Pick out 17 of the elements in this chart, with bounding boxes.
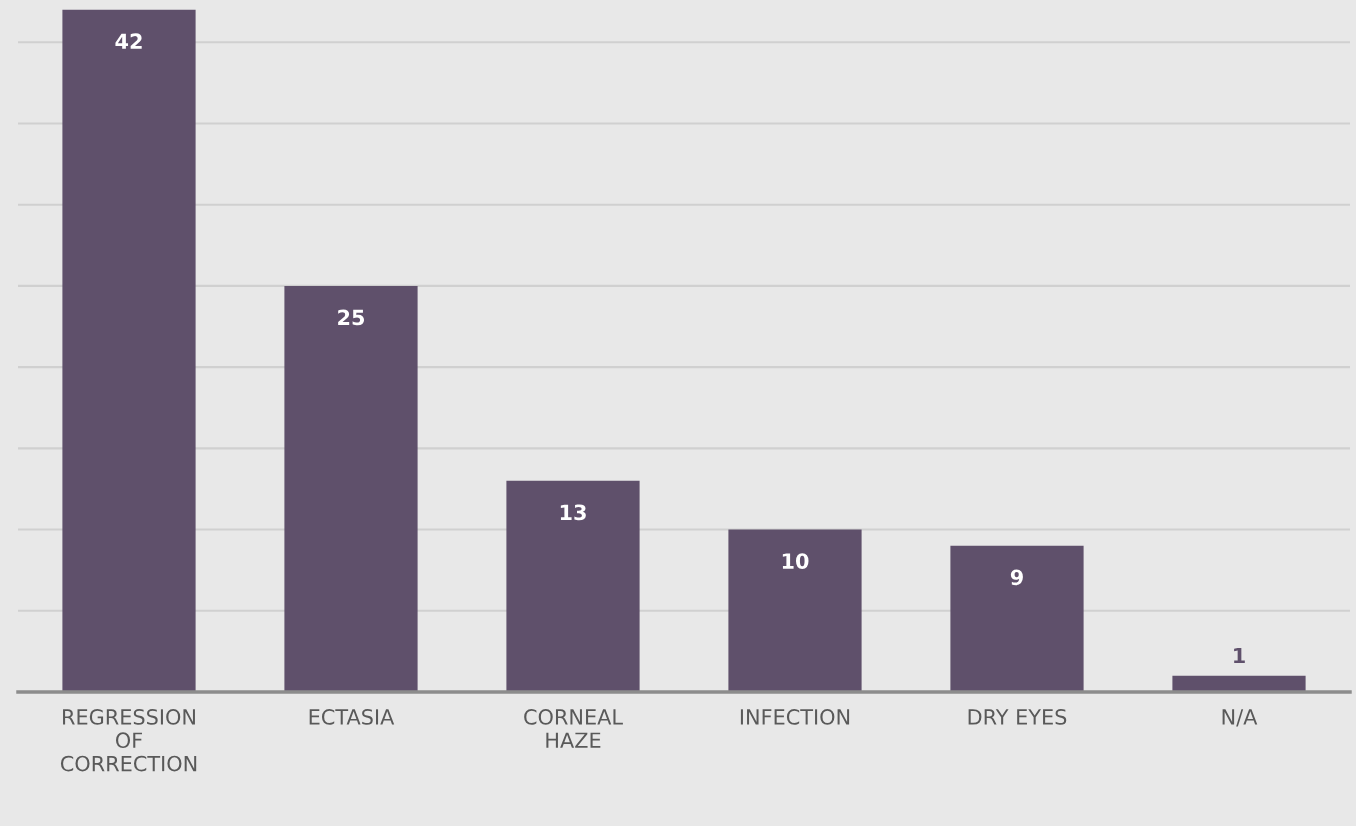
bar: [728, 529, 862, 692]
data-label: 13: [560, 504, 586, 521]
x-tick-label: INFECTION: [740, 709, 850, 725]
bar: [62, 9, 196, 692]
data-label: 9: [1010, 569, 1023, 586]
bar: [506, 480, 640, 692]
data-label: 25: [338, 309, 365, 326]
bar: [284, 285, 418, 692]
data-label: 42: [115, 33, 142, 49]
data-label: 10: [782, 553, 809, 569]
data-label: 1: [1234, 647, 1245, 664]
x-tick-label: REGRESSION OF CORRECTION: [60, 709, 197, 772]
x-tick-label: ECTASIA: [309, 709, 395, 725]
x-tick-label: CORNEAL HAZE: [524, 709, 623, 748]
bar: [950, 545, 1084, 692]
x-tick-label: DRY EYES: [968, 709, 1067, 725]
x-tick-label: N/A: [1222, 709, 1258, 727]
